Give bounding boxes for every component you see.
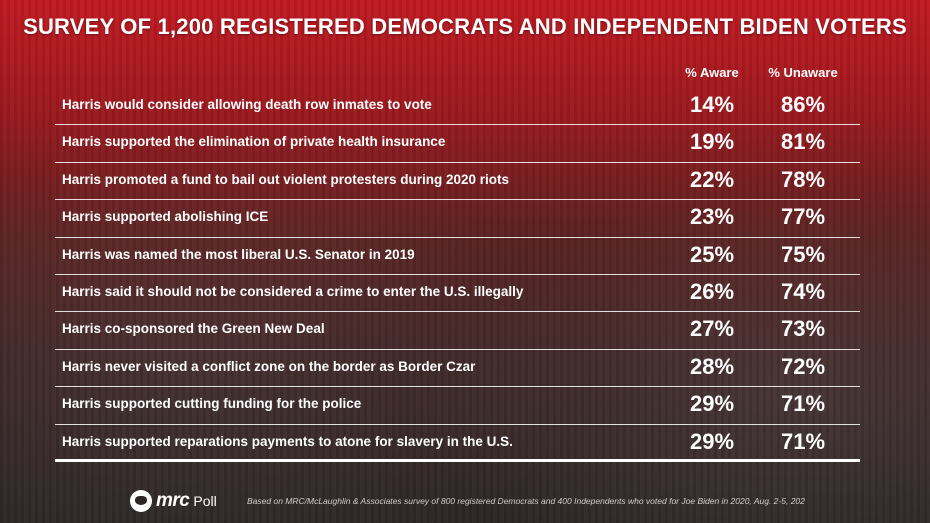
row-aware-value: 27% xyxy=(689,316,735,342)
row-statement: Harris supported abolishing ICE xyxy=(62,209,269,225)
column-header-aware: % Aware xyxy=(685,65,739,80)
table-row: Harris never visited a conflict zone on … xyxy=(55,350,860,388)
footer: mrc Poll Based on MRC/McLaughlin & Assoc… xyxy=(130,490,920,514)
row-aware-value: 23% xyxy=(689,204,735,230)
table-row: Harris promoted a fund to bail out viole… xyxy=(55,163,860,201)
table-row: Harris supported abolishing ICE 23% 77% xyxy=(55,200,860,238)
table-row: Harris co-sponsored the Green New Deal 2… xyxy=(55,312,860,350)
source-note: Based on MRC/McLaughlin & Associates sur… xyxy=(247,496,805,506)
row-aware-value: 29% xyxy=(689,391,735,417)
table-row: Harris was named the most liberal U.S. S… xyxy=(55,238,860,275)
row-unaware-value: 72% xyxy=(780,353,826,379)
row-statement: Harris would consider allowing death row… xyxy=(62,97,432,112)
row-aware-value: 29% xyxy=(689,428,735,454)
row-aware-value: 22% xyxy=(689,166,735,192)
table-row: Harris said it should not be considered … xyxy=(55,275,860,313)
row-statement: Harris was named the most liberal U.S. S… xyxy=(62,246,415,262)
row-aware-value: 25% xyxy=(689,241,735,267)
table-row: Harris supported cutting funding for the… xyxy=(55,387,860,425)
row-unaware-value: 81% xyxy=(780,129,826,155)
row-unaware-value: 75% xyxy=(780,241,826,267)
column-header-unaware: % Unaware xyxy=(768,65,838,80)
row-unaware-value: 71% xyxy=(780,428,826,454)
table-row: Harris would consider allowing death row… xyxy=(55,88,860,126)
survey-table: Harris would consider allowing death row… xyxy=(55,88,860,462)
row-statement: Harris never visited a conflict zone on … xyxy=(62,358,476,374)
bulldog-mascot-icon xyxy=(130,490,152,512)
row-aware-value: 19% xyxy=(689,129,735,155)
row-statement: Harris co-sponsored the Green New Deal xyxy=(62,321,325,337)
row-unaware-value: 73% xyxy=(780,316,826,342)
row-unaware-value: 71% xyxy=(780,391,826,417)
row-aware-value: 26% xyxy=(689,278,735,304)
logo-brand-text: mrc xyxy=(156,490,190,511)
row-statement: Harris supported cutting funding for the… xyxy=(62,396,362,412)
table-row: Harris supported reparations payments to… xyxy=(55,425,860,462)
row-unaware-value: 78% xyxy=(780,166,826,192)
row-unaware-value: 74% xyxy=(780,278,826,304)
page-title: SURVEY OF 1,200 REGISTERED DEMOCRATS AND… xyxy=(23,14,907,39)
row-statement: Harris said it should not be considered … xyxy=(62,283,524,299)
row-aware-value: 28% xyxy=(689,353,735,379)
row-statement: Harris supported reparations payments to… xyxy=(62,433,513,449)
row-statement: Harris promoted a fund to bail out viole… xyxy=(62,171,510,187)
row-statement: Harris supported the elimination of priv… xyxy=(62,134,446,150)
row-aware-value: 14% xyxy=(689,92,735,117)
row-unaware-value: 86% xyxy=(780,92,826,117)
logo-suffix-text: Poll xyxy=(193,493,217,509)
mrc-poll-logo: mrc Poll xyxy=(130,490,217,512)
table-row: Harris supported the elimination of priv… xyxy=(55,125,860,163)
row-unaware-value: 77% xyxy=(780,204,826,230)
